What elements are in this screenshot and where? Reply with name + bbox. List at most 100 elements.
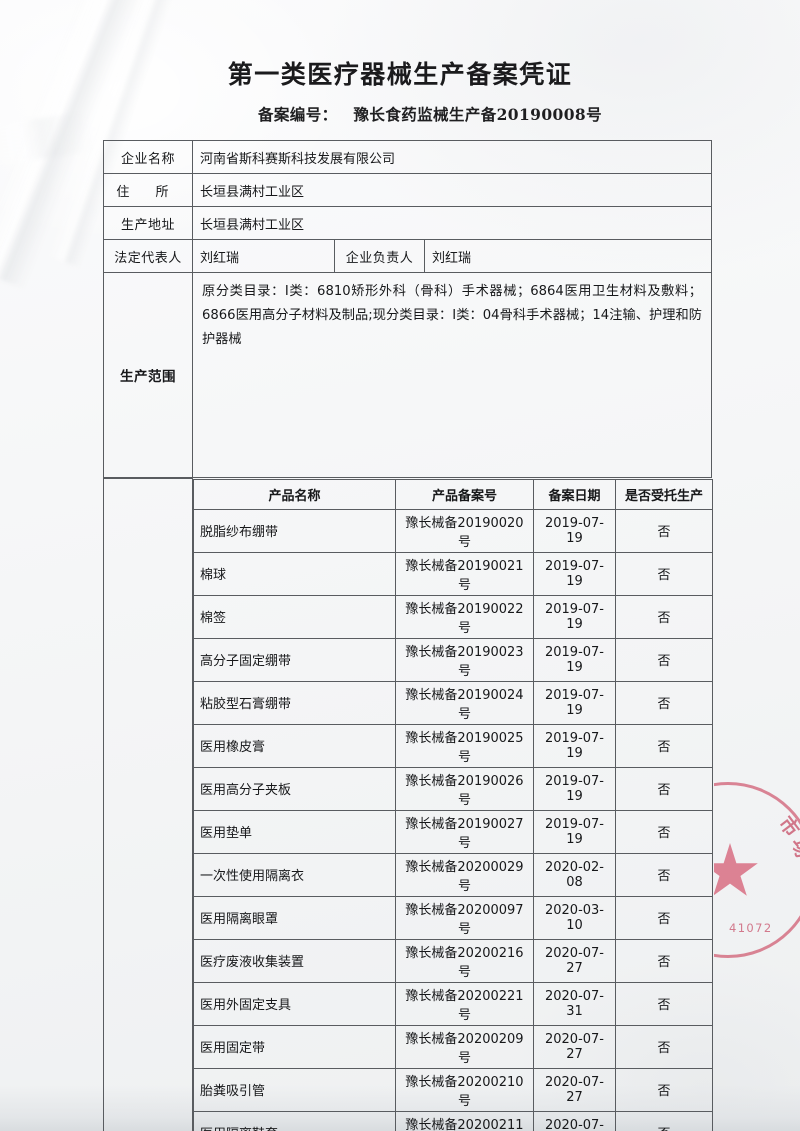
- product-entrusted-flag: 否: [615, 1110, 713, 1131]
- product-record-date: 2019-07-19: [533, 508, 616, 553]
- product-grid-col-header-2: 产品备案号: [395, 478, 534, 510]
- product-entrusted-flag: 否: [615, 938, 713, 983]
- product-record-date: 2019-07-19: [533, 680, 616, 725]
- product-record-date: 2019-07-19: [533, 551, 616, 596]
- product-row: 医用隔离眼罩 豫长械备20200097号 2020-03-10 否: [193, 895, 713, 940]
- product-record-no: 豫长械备20200210号: [395, 1067, 534, 1112]
- product-row: 胎粪吸引管 豫长械备20200210号 2020-07-27 否: [193, 1067, 713, 1112]
- product-name: 医用高分子夹板: [193, 766, 396, 811]
- product-name: 医疗废液收集装置: [193, 938, 396, 983]
- product-grid-header-row: 产品名称 产品备案号 备案日期 是否受托生产: [193, 478, 713, 510]
- product-entrusted-flag: 否: [615, 508, 713, 553]
- product-row: 医用固定带 豫长械备20200209号 2020-07-27 否: [193, 1024, 713, 1069]
- product-row: 医用外固定支具 豫长械备20200221号 2020-07-31 否: [193, 981, 713, 1026]
- product-record-no: 豫长械备20190024号: [395, 680, 534, 725]
- product-entrusted-flag: 否: [615, 852, 713, 897]
- product-grid-col-header-1: 产品名称: [193, 478, 396, 510]
- product-row: 一次性使用隔离衣 豫长械备20200029号 2020-02-08 否: [193, 852, 713, 897]
- product-record-no: 豫长械备20190022号: [395, 594, 534, 639]
- product-record-date: 2020-07-27: [533, 1110, 616, 1131]
- production-scope-text: 原分类目录：Ⅰ类：6810矫形外科（骨科）手术器械；6864医用卫生材料及敷料；…: [202, 284, 702, 347]
- product-record-no: 豫长械备20200211号: [395, 1110, 534, 1131]
- product-grid-body: 脱脂纱布绷带 豫长械备20190020号 2019-07-19 否棉球 豫长械备2019…: [193, 508, 713, 1131]
- product-record-date: 2020-03-10: [533, 895, 616, 940]
- product-record-date: 2019-07-19: [533, 723, 616, 768]
- row-label-production-scope: 生产范围: [103, 272, 193, 478]
- product-name: 医用垫单: [193, 809, 396, 854]
- production-scope-cell: 原分类目录：Ⅰ类：6810矫形外科（骨科）手术器械；6864医用卫生材料及敷料；…: [192, 272, 712, 478]
- product-row: 粘胶型石膏绷带 豫长械备20190024号 2019-07-19 否: [193, 680, 713, 725]
- row-label-production-address: 生产地址: [103, 206, 193, 240]
- product-row: 医用高分子夹板 豫长械备20190026号 2019-07-19 否: [193, 766, 713, 811]
- product-row: 医用垫单 豫长械备20190027号 2019-07-19 否: [193, 809, 713, 854]
- row-label-address: 住 所: [103, 173, 193, 207]
- product-entrusted-flag: 否: [615, 551, 713, 596]
- enterprise-info-table: 企业名称 河南省斯科赛斯科技发展有限公司 住 所 长垣县满村工业区 生产地址 长…: [103, 140, 713, 273]
- row-value-production-address: 长垣县满村工业区: [191, 206, 713, 240]
- product-record-date: 2020-07-27: [533, 1024, 616, 1069]
- table-row: 生产地址 长垣县满村工业区: [103, 206, 713, 240]
- product-entrusted-flag: 否: [615, 723, 713, 768]
- production-scope-table: 生产范围 原分类目录：Ⅰ类：6810矫形外科（骨科）手术器械；6864医用卫生材…: [103, 272, 712, 478]
- product-record-date: 2020-07-31: [533, 981, 616, 1026]
- product-record-date: 2019-07-19: [533, 809, 616, 854]
- product-entrusted-flag: 否: [615, 680, 713, 725]
- record-number-value: 豫长食药监械生产备20190008号: [353, 105, 602, 124]
- product-grid-col-header-4: 是否受托生产: [615, 478, 713, 510]
- product-name: 胎粪吸引管: [193, 1067, 396, 1112]
- product-grid-cell: 产品名称 产品备案号 备案日期 是否受托生产 脱脂纱布绷带 豫长械备20190020号 2…: [193, 478, 713, 1131]
- table-row: 法定代表人 刘红瑞 企业负责人 刘红瑞: [103, 239, 713, 273]
- product-record-date: 2020-07-27: [533, 1067, 616, 1112]
- table-row: 企业名称 河南省斯科赛斯科技发展有限公司: [103, 140, 713, 174]
- product-record-date: 2020-02-08: [533, 852, 616, 897]
- product-name: 脱脂纱布绷带: [193, 508, 396, 553]
- row-label-legal-representative: 法定代表人: [103, 239, 193, 273]
- product-name: 粘胶型石膏绷带: [193, 680, 396, 725]
- product-row: 脱脂纱布绷带 豫长械备20190020号 2019-07-19 否: [193, 508, 713, 553]
- row-label-enterprise-name: 企业名称: [103, 140, 193, 174]
- row-value-enterprise-head: 刘红瑞: [423, 239, 713, 273]
- product-record-no: 豫长械备20200209号: [395, 1024, 534, 1069]
- product-name: 棉签: [193, 594, 396, 639]
- product-name: 医用外固定支具: [193, 981, 396, 1026]
- page-title: 第一类医疗器械生产备案凭证: [227, 60, 573, 89]
- product-record-no: 豫长械备20190021号: [395, 551, 534, 596]
- product-entrusted-flag: 否: [615, 981, 713, 1026]
- record-number-label: 备案编号：: [258, 105, 338, 124]
- product-entrusted-flag: 否: [615, 637, 713, 682]
- product-record-no: 豫长械备20200221号: [395, 981, 534, 1026]
- product-record-date: 2019-07-19: [533, 637, 616, 682]
- product-record-no: 豫长械备20200029号: [395, 852, 534, 897]
- product-name: 医用橡皮膏: [193, 723, 396, 768]
- product-record-date: 2019-07-19: [533, 594, 616, 639]
- product-row: 医用隔离鞋套豫长械备20200211号2020-07-27否: [193, 1110, 713, 1131]
- product-row: 棉球 豫长械备20190021号 2019-07-19 否: [193, 551, 713, 596]
- product-record-no: 豫长械备20190026号: [395, 766, 534, 811]
- product-row: 医用橡皮膏 豫长械备20190025号 2019-07-19 否: [193, 723, 713, 768]
- product-row: 高分子固定绷带 豫长械备20190023号 2019-07-19 否: [193, 637, 713, 682]
- product-name: 棉球: [193, 551, 396, 596]
- product-record-no: 豫长械备20190023号: [395, 637, 534, 682]
- product-name: 医用固定带: [193, 1024, 396, 1069]
- row-label-enterprise-head: 企业负责人: [334, 239, 425, 273]
- product-entrusted-flag: 否: [615, 809, 713, 854]
- product-entrusted-flag: 否: [615, 594, 713, 639]
- row-label-product-list: 生产产品列表: [103, 478, 193, 1131]
- product-name: 医用隔离鞋套: [193, 1110, 396, 1131]
- row-value-address: 长垣县满村工业区: [191, 173, 713, 207]
- row-value-enterprise-name: 河南省斯科赛斯科技发展有限公司: [191, 140, 713, 174]
- product-entrusted-flag: 否: [615, 1067, 713, 1112]
- product-record-no: 豫长械备20190025号: [395, 723, 534, 768]
- product-row: 棉签 豫长械备20190022号 2019-07-19 否: [193, 594, 713, 639]
- product-record-no: 豫长械备20200216号: [395, 938, 534, 983]
- product-name: 一次性使用隔离衣: [193, 852, 396, 897]
- row-value-legal-representative: 刘红瑞: [192, 239, 335, 273]
- product-entrusted-flag: 否: [615, 895, 713, 940]
- product-entrusted-flag: 否: [615, 1024, 713, 1069]
- product-grid-col-header-3: 备案日期: [533, 478, 616, 510]
- product-grid: 产品名称 产品备案号 备案日期 是否受托生产 脱脂纱布绷带 豫长械备20190020号 2…: [193, 478, 713, 1131]
- product-row: 医疗废液收集装置 豫长械备20200216号 2020-07-27 否: [193, 938, 713, 983]
- product-record-date: 2020-07-27: [533, 938, 616, 983]
